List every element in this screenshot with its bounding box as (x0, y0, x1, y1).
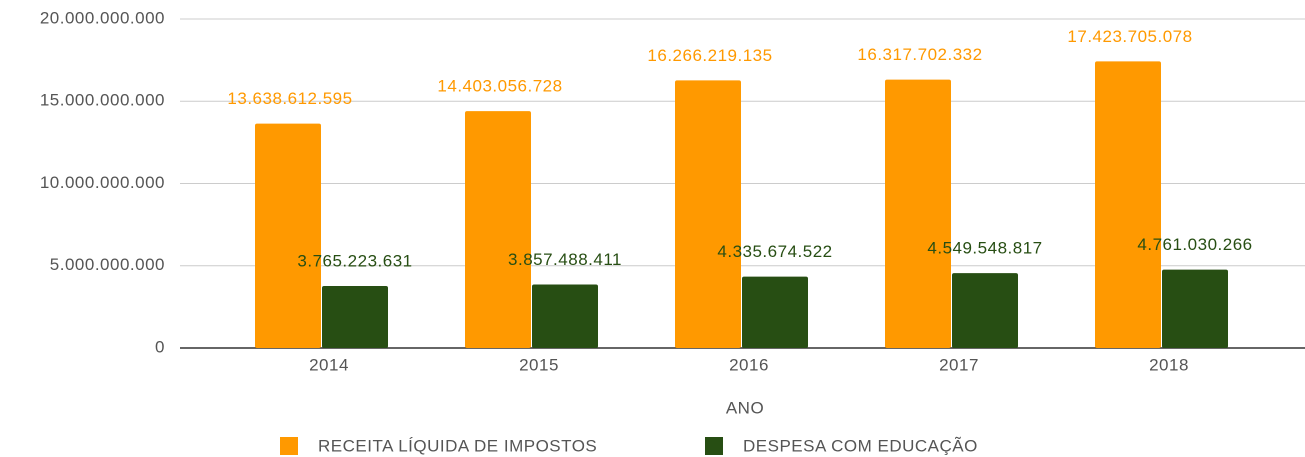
y-tick-label: 5.000.000.000 (50, 255, 165, 274)
bar (322, 286, 388, 348)
bar (255, 123, 321, 348)
bar (675, 80, 741, 349)
bar (742, 276, 808, 348)
value-label: 16.266.219.135 (647, 46, 772, 65)
bar (532, 284, 598, 348)
legend-swatch (280, 437, 298, 455)
value-label: 3.765.223.631 (297, 252, 412, 271)
x-tick-label: 2014 (309, 355, 349, 374)
legend-swatch (705, 437, 723, 455)
value-label: 16.317.702.332 (857, 45, 982, 64)
x-tick-label: 2018 (1149, 355, 1189, 374)
value-label: 4.761.030.266 (1137, 235, 1252, 254)
value-label: 13.638.612.595 (227, 89, 352, 108)
bar (1162, 269, 1228, 348)
x-tick-label: 2016 (729, 355, 769, 374)
value-label: 4.335.674.522 (717, 242, 832, 261)
value-label: 4.549.548.817 (927, 239, 1042, 258)
legend-label: DESPESA COM EDUCAÇÃO (743, 436, 978, 455)
x-tick-label: 2017 (939, 355, 979, 374)
x-axis-label: ANO (726, 398, 764, 417)
y-tick-label: 0 (155, 337, 165, 356)
legend-label: RECEITA LÍQUIDA DE IMPOSTOS (318, 436, 597, 455)
value-label: 14.403.056.728 (437, 77, 562, 96)
x-tick-label: 2015 (519, 355, 559, 374)
y-tick-label: 10.000.000.000 (40, 173, 165, 192)
bar (465, 111, 531, 348)
y-tick-label: 20.000.000.000 (40, 8, 165, 27)
bar (885, 79, 951, 349)
bar (952, 273, 1018, 348)
bar (1095, 61, 1161, 348)
y-tick-label: 15.000.000.000 (40, 91, 165, 110)
value-label: 17.423.705.078 (1067, 27, 1192, 46)
value-label: 3.857.488.411 (508, 250, 622, 269)
